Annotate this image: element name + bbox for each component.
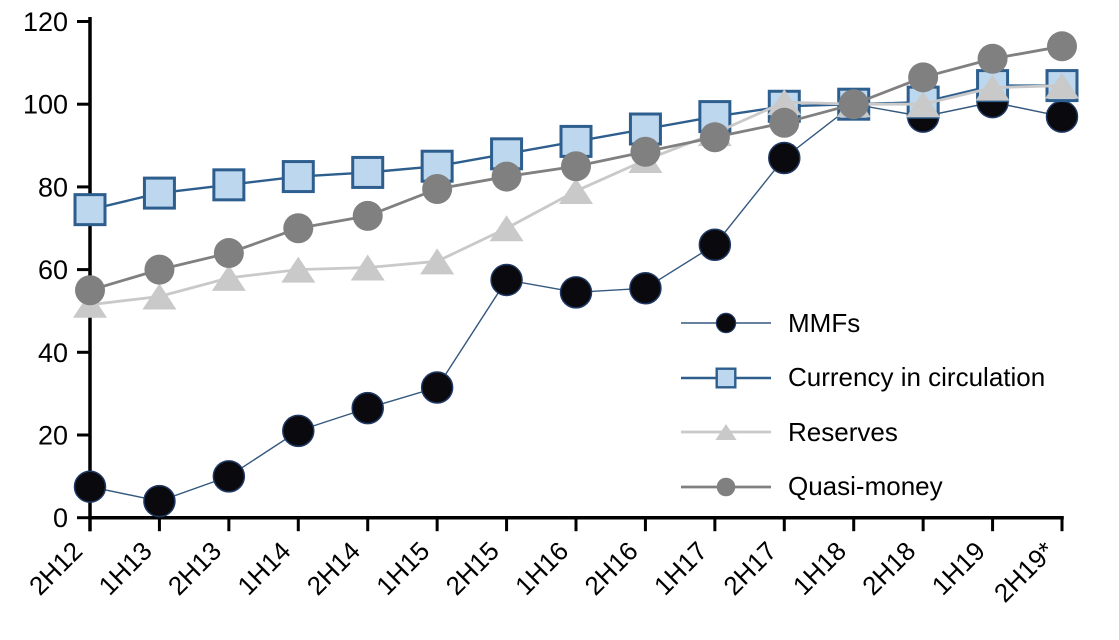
y-tick-label: 120 (23, 7, 68, 37)
legend-glyph-currency-in-circulation (681, 367, 771, 389)
data-point-marker (908, 62, 939, 93)
data-point-marker (768, 141, 801, 175)
data-point-marker (351, 155, 385, 189)
x-tick-label: 2H19* (988, 536, 1060, 608)
legend-item-mmfs: MMFs (680, 296, 1045, 351)
y-tick-label: 20 (38, 421, 68, 451)
data-point-marker (75, 275, 105, 306)
data-point-marker (561, 151, 591, 182)
data-point-marker (975, 74, 1010, 101)
legend-label-quasi-money: Quasi-money (788, 471, 943, 502)
legend-label-mmfs: MMFs (788, 307, 861, 338)
data-point-marker (282, 414, 315, 448)
data-point-marker (212, 460, 246, 493)
data-point-marker (490, 137, 524, 171)
data-point-marker (490, 263, 523, 297)
data-point-marker (420, 248, 455, 275)
data-point-marker (350, 254, 385, 281)
data-point-marker (142, 176, 176, 210)
data-point-marker (142, 283, 177, 310)
data-point-marker (559, 276, 593, 309)
data-point-marker (283, 213, 314, 244)
data-point-marker (977, 43, 1008, 74)
legend-item-reserves: Reserves (680, 405, 1045, 460)
data-point-marker (715, 424, 737, 441)
data-point-marker (715, 313, 737, 334)
x-tick-label: 2H16 (579, 536, 644, 601)
x-tick-label: 1H19 (926, 536, 991, 601)
data-point-marker (769, 107, 800, 138)
data-point-marker (73, 470, 107, 503)
legend-label-reserves: Reserves (788, 416, 898, 447)
legend-label-currency-in-circulation: Currency in circulation (788, 362, 1046, 393)
legend-marker-mmfs (680, 309, 772, 337)
data-point-marker (213, 238, 244, 269)
data-point-marker (352, 200, 383, 231)
data-point-marker (420, 371, 454, 404)
data-point-marker (716, 477, 736, 497)
legend-item-currency-in-circulation: Currency in circulation (680, 351, 1045, 406)
legend-marker-quasi-money (680, 473, 772, 501)
data-point-marker (491, 161, 522, 192)
data-point-marker (699, 122, 730, 153)
x-tick-label: 1H16 (509, 536, 574, 601)
x-tick-label: 1H14 (231, 536, 296, 601)
data-point-marker (629, 271, 662, 305)
chart-legend: MMFs Currency in circulation Reserves Qu… (680, 296, 1045, 514)
legend-glyph-quasi-money (681, 477, 771, 497)
data-point-marker (1045, 100, 1079, 133)
x-tick-label: 2H13 (162, 536, 227, 601)
x-tick-label: 1H15 (370, 536, 435, 601)
x-tick-label: 2H12 (23, 536, 88, 601)
x-tick-label: 1H18 (787, 536, 852, 601)
data-point-marker (1047, 31, 1077, 62)
data-point-marker (630, 136, 661, 167)
legend-marker-currency-in-circulation (680, 364, 772, 392)
legend-glyph-mmfs (681, 313, 771, 334)
data-point-marker (212, 168, 246, 202)
data-point-marker (144, 254, 175, 285)
series-quasi-money (75, 31, 1077, 306)
y-tick-label: 80 (38, 172, 68, 202)
legend-marker-reserves (680, 418, 772, 446)
data-point-marker (767, 89, 802, 116)
data-point-marker (281, 160, 315, 194)
data-point-marker (211, 264, 246, 291)
x-tick-label: 1H17 (648, 536, 713, 601)
data-point-marker (1045, 72, 1079, 99)
legend-item-quasi-money: Quasi-money (680, 460, 1045, 515)
data-point-marker (281, 256, 316, 283)
data-point-marker (489, 215, 524, 242)
y-tick-label: 40 (38, 338, 68, 368)
data-point-marker (73, 193, 107, 227)
y-tick-label: 0 (53, 503, 68, 533)
x-tick-label: 2H18 (856, 536, 921, 601)
data-point-marker (838, 89, 869, 120)
data-point-marker (143, 484, 176, 518)
y-tick-label: 100 (23, 90, 68, 120)
legend-glyph-reserves (681, 424, 771, 441)
data-point-marker (351, 391, 384, 425)
data-point-marker (422, 173, 453, 204)
data-point-marker (698, 228, 732, 262)
data-point-marker (559, 178, 593, 205)
x-tick-label: 2H17 (717, 536, 782, 601)
data-point-marker (906, 91, 941, 118)
x-tick-label: 2H15 (440, 536, 505, 601)
x-tick-label: 2H14 (301, 536, 366, 601)
y-tick-label: 60 (38, 255, 68, 285)
data-point-marker (715, 367, 737, 389)
x-tick-label: 1H13 (93, 536, 158, 601)
